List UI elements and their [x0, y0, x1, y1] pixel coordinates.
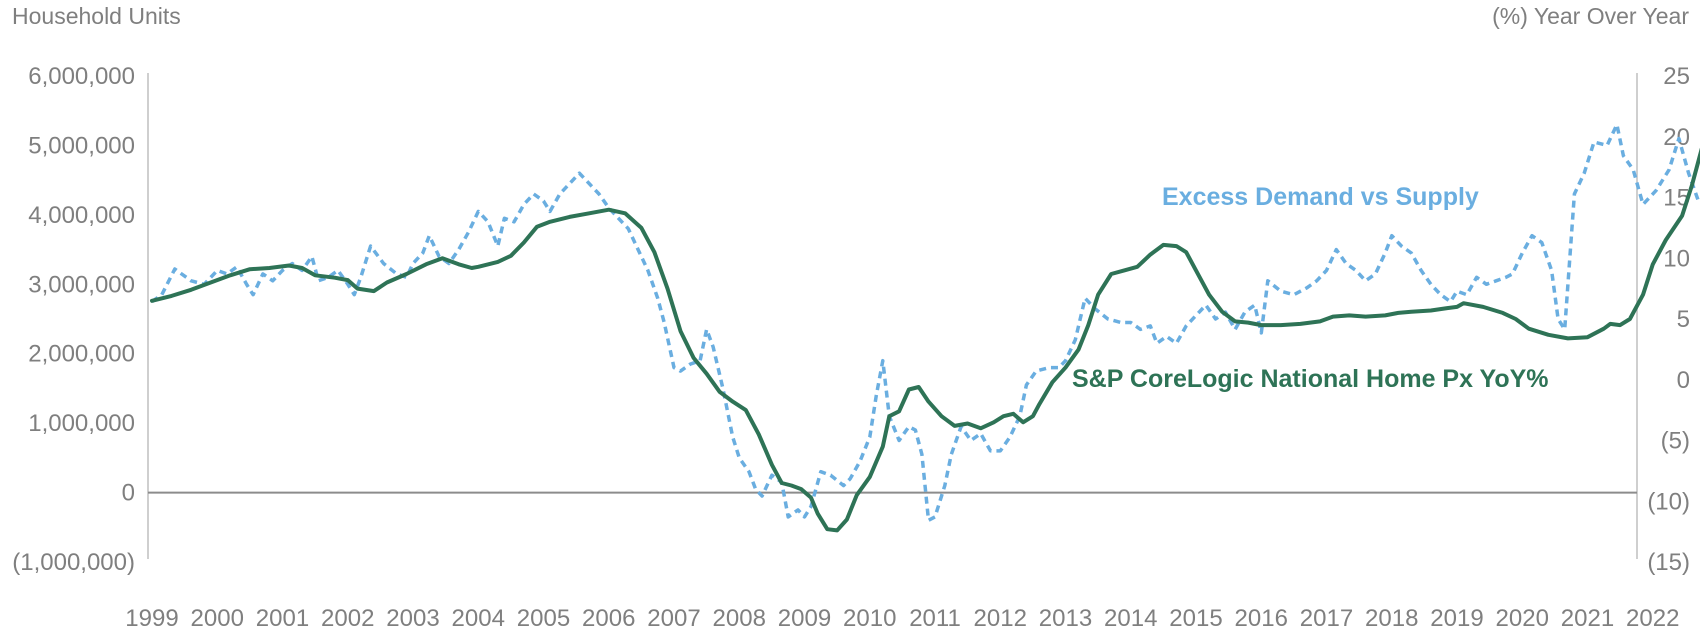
x-axis-ticks: 1999 2000 2001 2002 2003 2004 2005 2006 2007 2008… [125, 605, 1679, 632]
right-tick-label: 5 [1677, 306, 1690, 333]
x-tick-label: 2005 [517, 605, 570, 632]
series-home-price-line [150, 147, 1700, 533]
right-tick-label: 0 [1677, 367, 1690, 394]
left-tick-label: 1,000,000 [28, 410, 135, 437]
x-tick-label: 2009 [778, 605, 831, 632]
series-excess-demand-line [150, 122, 1700, 523]
right-tick-label: (15) [1647, 549, 1690, 576]
left-tick-label: 4,000,000 [28, 202, 135, 229]
left-tick-label: 2,000,000 [28, 341, 135, 368]
x-tick-label: 2015 [1169, 605, 1222, 632]
x-tick-label: 2014 [1104, 605, 1157, 632]
x-tick-label: 2012 [974, 605, 1027, 632]
left-tick-label: 3,000,000 [28, 271, 135, 298]
left-tick-label: 5,000,000 [28, 132, 135, 159]
x-tick-label: 2022 [1626, 605, 1679, 632]
x-tick-label: 2019 [1430, 605, 1483, 632]
x-tick-label: 2008 [713, 605, 766, 632]
x-tick-label: 2020 [1496, 605, 1549, 632]
left-tick-label: (1,000,000) [12, 549, 135, 576]
x-tick-label: 2013 [1039, 605, 1092, 632]
right-axis-title: (%) Year Over Year [1492, 3, 1689, 29]
x-tick-label: 2004 [452, 605, 505, 632]
x-tick-label: 2006 [582, 605, 635, 632]
series-label-excess-demand: Excess Demand vs Supply [1162, 183, 1479, 211]
x-tick-label: 2018 [1365, 605, 1418, 632]
right-tick-label: 25 [1663, 63, 1690, 90]
left-tick-label: 0 [122, 480, 135, 507]
x-tick-label: 2003 [386, 605, 439, 632]
x-tick-label: 2010 [843, 605, 896, 632]
x-tick-label: 2016 [1235, 605, 1288, 632]
x-tick-label: 2011 [909, 605, 961, 632]
x-tick-label: 1999 [125, 605, 178, 632]
x-tick-label: 2007 [647, 605, 700, 632]
left-axis-ticks: 6,000,000 5,000,000 4,000,000 3,000,000 2,00… [12, 63, 135, 576]
x-tick-label: 2000 [191, 605, 244, 632]
x-tick-label: 2021 [1561, 605, 1614, 632]
left-tick-label: 6,000,000 [28, 63, 135, 90]
x-tick-label: 2002 [321, 605, 374, 632]
right-tick-label: (10) [1647, 488, 1690, 515]
right-tick-label: 10 [1663, 245, 1690, 272]
left-axis-title: Household Units [12, 3, 181, 29]
right-tick-label: (5) [1661, 428, 1690, 455]
right-tick-label: 20 [1663, 124, 1690, 151]
x-tick-label: 2001 [256, 605, 309, 632]
series-label-home-price: S&P CoreLogic National Home Px YoY% [1072, 365, 1549, 393]
x-tick-label: 2017 [1300, 605, 1353, 632]
